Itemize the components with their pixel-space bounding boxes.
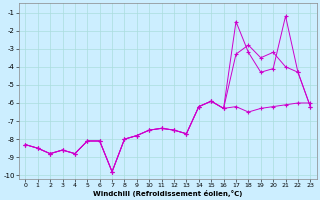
X-axis label: Windchill (Refroidissement éolien,°C): Windchill (Refroidissement éolien,°C) (93, 190, 243, 197)
